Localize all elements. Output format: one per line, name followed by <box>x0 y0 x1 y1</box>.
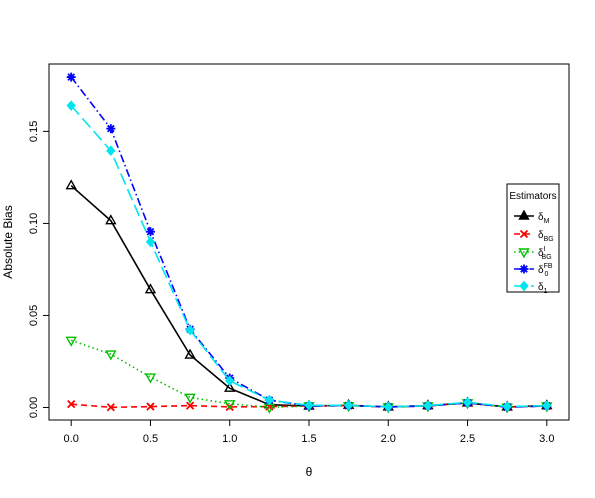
data-point <box>105 350 117 361</box>
y-axis: 0.00 0.05 0.10 0.15 <box>28 121 49 418</box>
series-layer <box>65 72 553 414</box>
legend-label: δ1 <box>538 282 548 295</box>
data-point <box>343 400 354 411</box>
data-point <box>65 179 77 190</box>
legend-marker <box>519 280 529 292</box>
data-point <box>184 348 196 359</box>
data-point <box>106 145 116 156</box>
x-tick-label: 0.0 <box>64 433 79 445</box>
x-axis: 0.0 0.5 1.0 1.5 2.0 2.5 3.0 <box>64 420 554 445</box>
series-line <box>70 76 547 408</box>
series-line <box>70 105 547 408</box>
series-3 <box>66 72 552 412</box>
data-point <box>264 394 275 406</box>
data-point <box>144 373 157 384</box>
data-point <box>502 401 512 412</box>
legend-marker <box>519 229 529 239</box>
data-point <box>145 227 155 237</box>
series-line <box>70 339 547 409</box>
x-axis-title: θ <box>306 465 313 479</box>
y-tick-label: 0.05 <box>28 305 40 326</box>
data-point <box>462 397 473 408</box>
data-point <box>146 402 155 411</box>
legend-label: δFB 0 <box>538 263 553 278</box>
legend-marker <box>519 264 529 274</box>
series-line <box>70 185 547 408</box>
data-point <box>184 393 196 404</box>
data-point <box>383 401 393 413</box>
plot-frame <box>48 63 570 421</box>
y-tick-label: 0.15 <box>28 121 40 142</box>
data-point <box>144 283 157 294</box>
data-point <box>224 400 236 411</box>
data-point <box>65 336 77 347</box>
data-point <box>304 400 314 411</box>
data-point <box>542 400 552 411</box>
x-tick-label: 3.0 <box>539 433 554 445</box>
data-point <box>67 400 76 409</box>
data-point <box>225 375 235 387</box>
x-tick-label: 2.0 <box>381 433 396 445</box>
data-point <box>106 124 116 134</box>
legend-label: δBG <box>538 230 554 243</box>
data-point <box>423 400 433 411</box>
legend-label: δM <box>538 212 550 225</box>
data-point <box>224 381 236 392</box>
y-axis-title: Absolute Bias <box>1 205 15 278</box>
legend-title: Estimators <box>509 191 556 202</box>
data-point <box>66 100 76 111</box>
legend-marker <box>518 209 530 220</box>
x-tick-label: 0.5 <box>143 433 158 445</box>
data-point <box>105 214 117 225</box>
legend: Estimators δM δBG δI BG δFB 0 δ1 <box>506 183 560 295</box>
data-point <box>145 236 156 248</box>
series-4 <box>66 100 552 413</box>
data-point <box>185 324 195 336</box>
data-point <box>185 401 195 410</box>
legend-marker <box>518 248 530 259</box>
legend-box <box>506 183 560 293</box>
data-point <box>106 403 115 412</box>
data-point <box>66 72 76 82</box>
legend-label: δI BG <box>538 246 552 261</box>
x-tick-label: 2.5 <box>460 433 475 445</box>
x-tick-label: 1.5 <box>301 433 316 445</box>
y-tick-label: 0.10 <box>28 213 40 234</box>
y-tick-label: 0.00 <box>28 397 40 418</box>
x-tick-label: 1.0 <box>222 433 237 445</box>
